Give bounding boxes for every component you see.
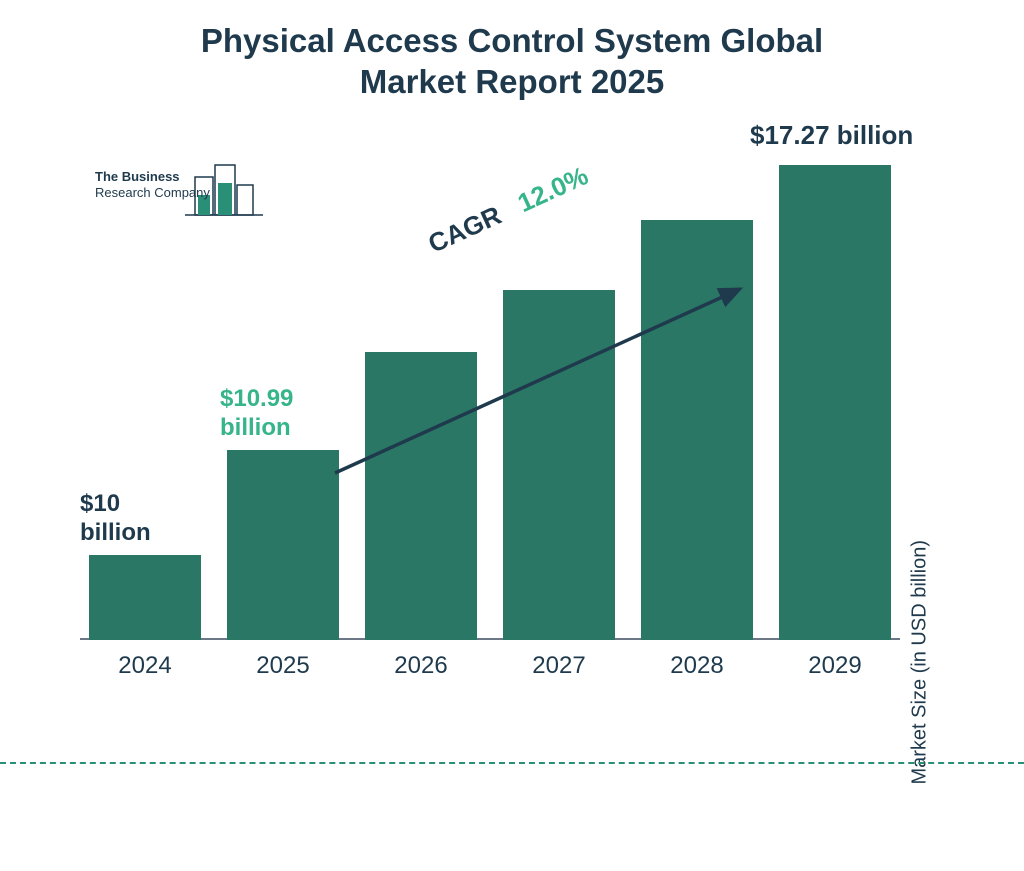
bar xyxy=(89,555,201,640)
callout-2029-text: $17.27 billion xyxy=(750,120,913,150)
x-axis-label: 2024 xyxy=(80,652,210,680)
chart-title: Physical Access Control System Global Ma… xyxy=(0,0,1024,103)
callout-2029-value: $17.27 billion xyxy=(750,120,913,151)
title-line-2: Market Report 2025 xyxy=(0,61,1024,102)
callout-2024-l1: $10 xyxy=(80,490,120,517)
bar xyxy=(365,352,477,640)
x-axis-label: 2027 xyxy=(494,652,624,680)
x-axis-label: 2028 xyxy=(632,652,762,680)
callout-2025-l2: billion xyxy=(220,414,291,441)
callout-2024-value: $10 billion xyxy=(80,490,151,548)
x-axis-label: 2025 xyxy=(218,652,348,680)
callout-2025-value: $10.99 billion xyxy=(220,385,293,443)
callout-2025-l1: $10.99 xyxy=(220,385,293,412)
bar xyxy=(503,290,615,640)
y-axis-label: Market Size (in USD billion) xyxy=(909,540,932,785)
bar-slot xyxy=(770,165,900,640)
bar-slot xyxy=(356,352,486,640)
bar-slot xyxy=(632,220,762,640)
callout-2024-l2: billion xyxy=(80,519,151,546)
bar xyxy=(779,165,891,640)
bar-slot xyxy=(218,450,348,640)
bottom-dashed-divider xyxy=(0,762,1024,764)
bar xyxy=(227,450,339,640)
x-axis-labels: 2024 2025 2026 2027 2028 2029 xyxy=(80,652,900,680)
x-axis-label: 2029 xyxy=(770,652,900,680)
x-axis-label: 2026 xyxy=(356,652,486,680)
bar-slot xyxy=(80,555,210,640)
bar xyxy=(641,220,753,640)
bar-slot xyxy=(494,290,624,640)
title-line-1: Physical Access Control System Global xyxy=(0,20,1024,61)
